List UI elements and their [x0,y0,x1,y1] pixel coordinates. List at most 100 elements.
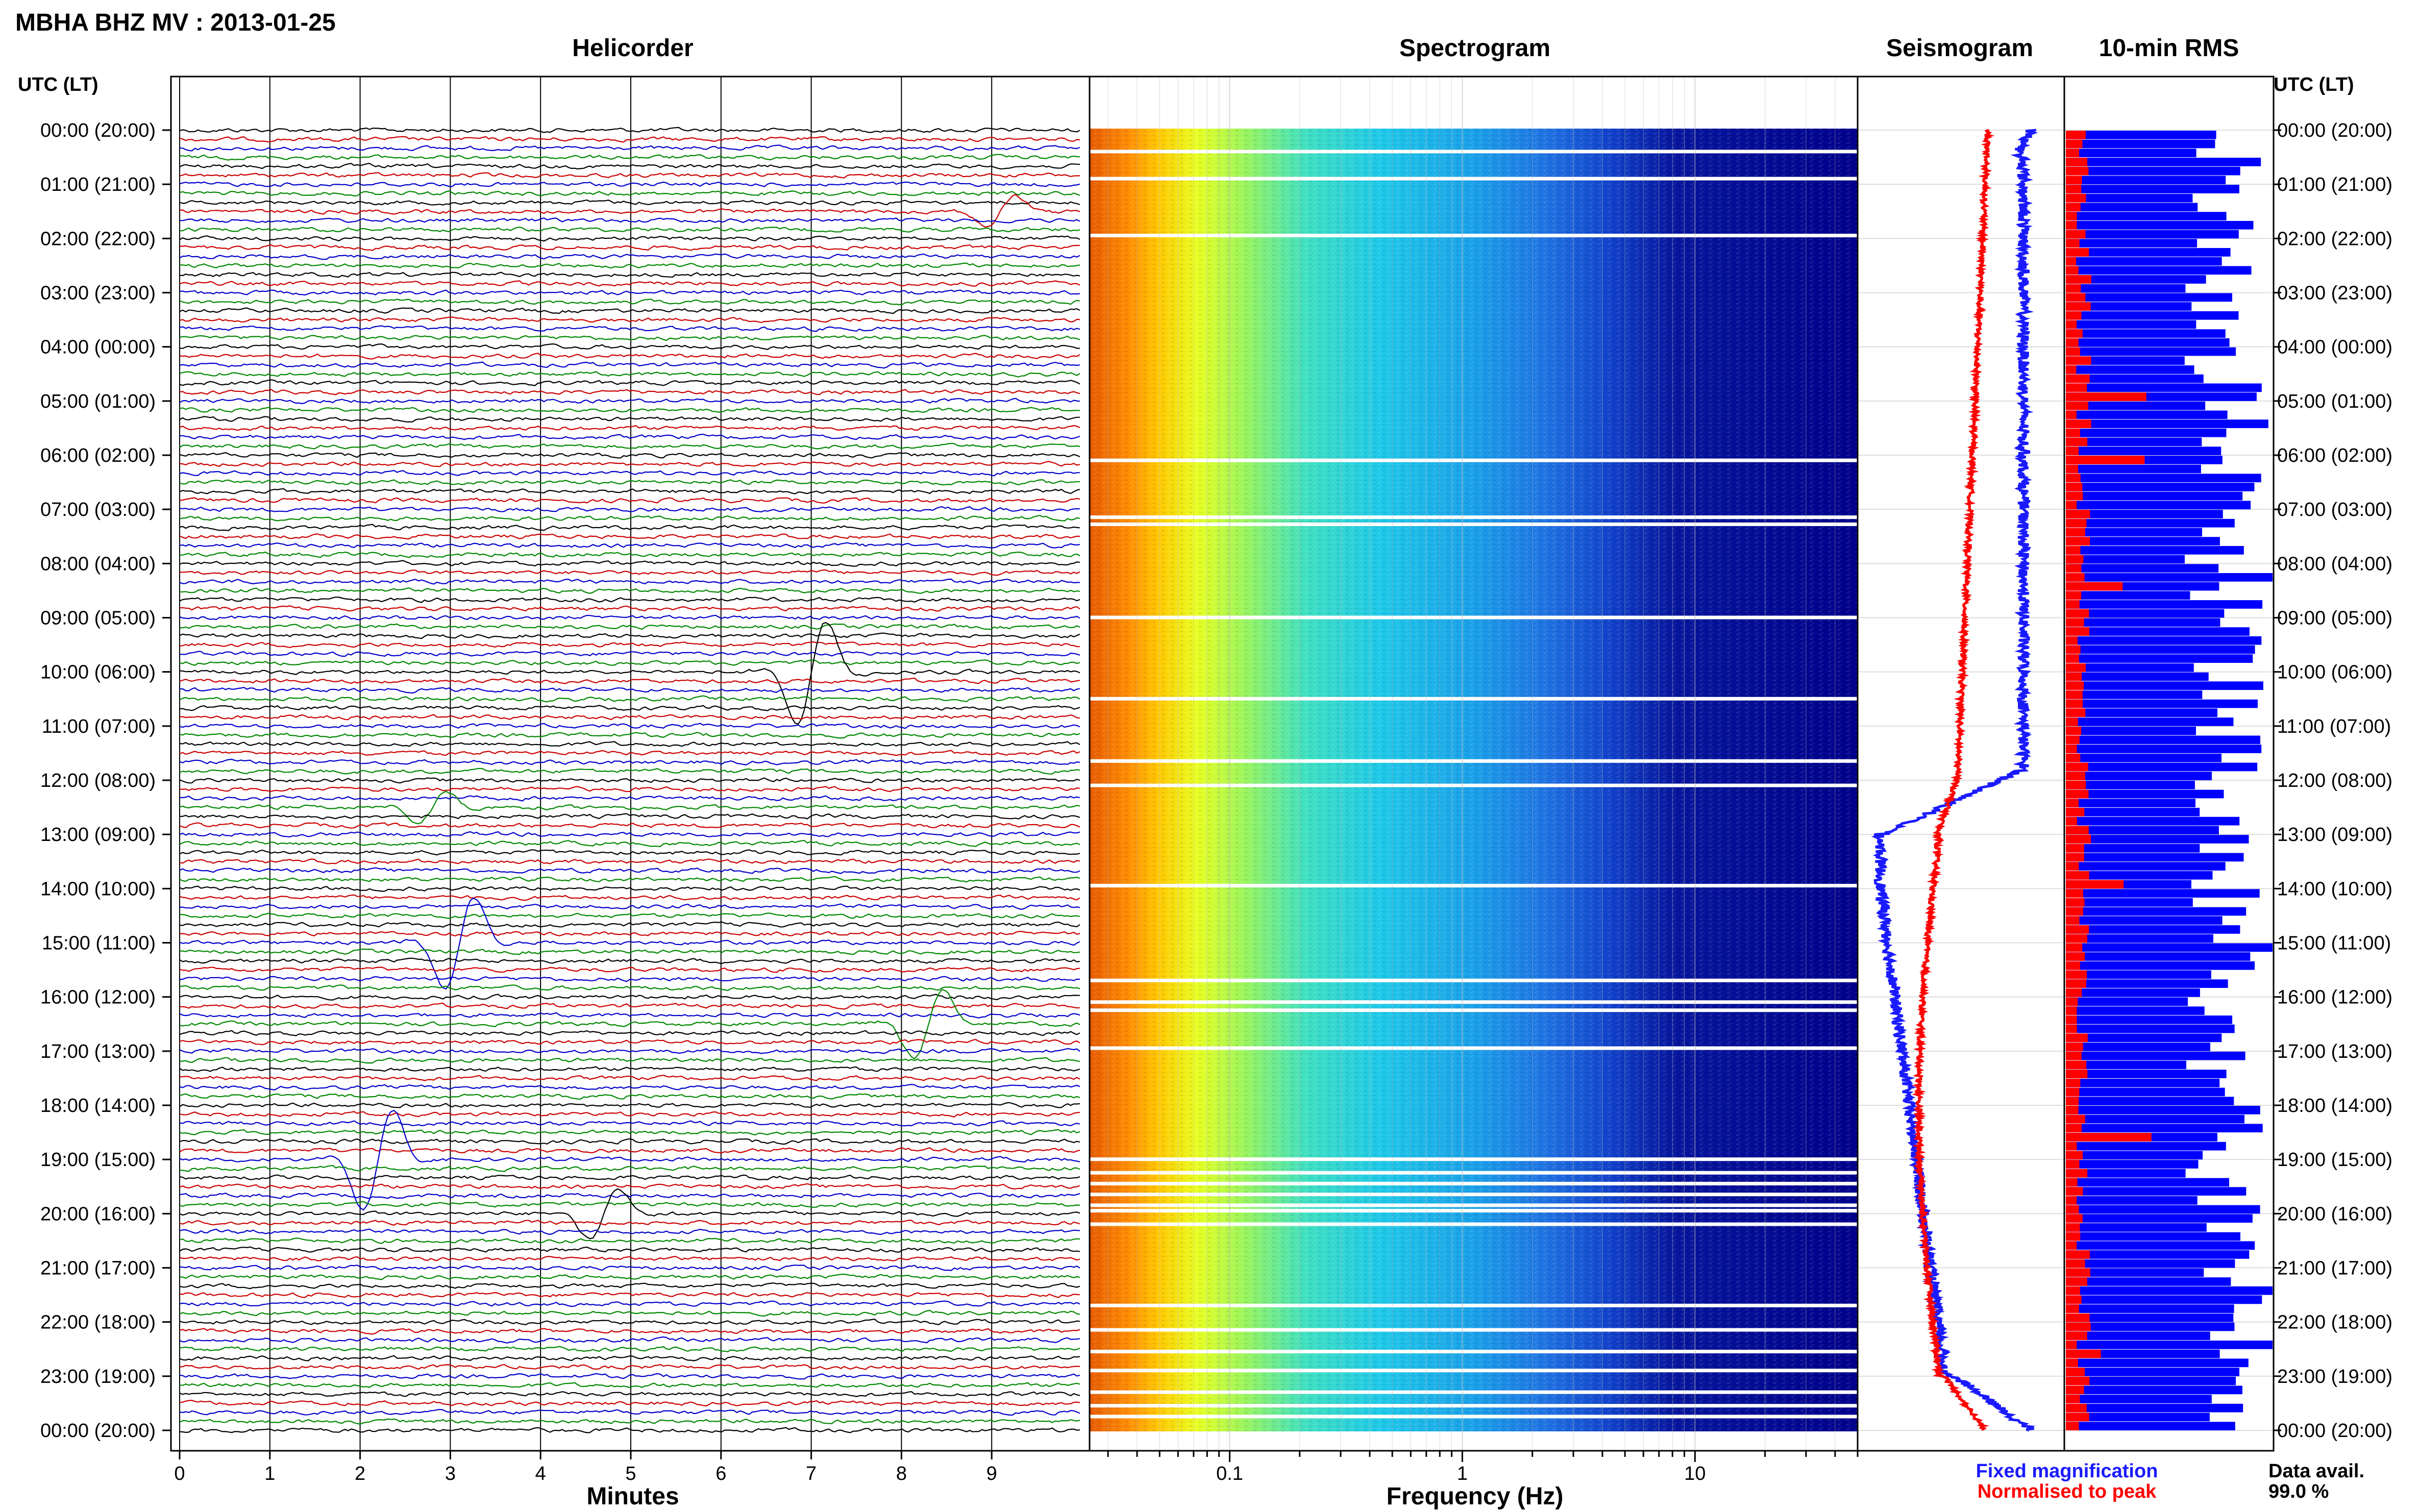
rms-bar-fixed [2066,816,2240,826]
helicorder-trace [179,1164,1080,1172]
spectrogram-gap [1090,1303,1858,1307]
time-tick-label: 22:00 (18:00) [2277,1312,2392,1333]
rms-bar-fixed [2066,193,2193,203]
rms-bar-fixed [2066,356,2185,365]
helicorder-trace [179,1282,1080,1290]
rms-bar-fixed [2066,1412,2210,1422]
minutes-tick-label: 9 [986,1463,997,1484]
time-tick-label: 21:00 (17:00) [2277,1258,2392,1279]
helicorder-trace [179,876,1080,883]
rms-bar-normalised [2066,708,2086,717]
rms-bar-fixed [2066,997,2188,1006]
data-avail-label: Data avail. [2268,1460,2364,1482]
rms-bar-normalised [2066,148,2080,158]
rms-bar-fixed [2066,220,2254,230]
helicorder-trace [179,136,1080,143]
rms-bar-normalised [2066,284,2081,293]
spectrogram-gap [1090,1008,1858,1012]
helicorder-trace [179,325,1080,332]
helicorder-trace [179,469,1080,477]
helicorder-trace [179,831,1080,838]
rms-bar-normalised [2066,1043,2083,1051]
rms-bar-normalised [2066,338,2079,347]
rms-bar-fixed [2066,284,2186,293]
rms-bar-normalised [2066,816,2077,826]
rms-bar-fixed [2066,1196,2198,1205]
rms-bar-fixed [2066,176,2226,185]
spectrogram-gap [1090,1193,1858,1197]
helicorder-trace [179,163,1080,170]
spectrogram-gap [1090,1369,1858,1373]
helicorder-trace [179,1057,1080,1064]
rms-bar-fixed [2066,1322,2235,1331]
rms-normalised-bars [2066,131,2152,1431]
rms-bar-normalised [2066,573,2085,582]
time-tick-label: 17:00 (13:00) [40,1041,156,1062]
rms-panel [2063,76,2275,1452]
helicorder-trace [179,289,1080,296]
rms-bar-normalised [2066,203,2081,212]
helicorder-trace [179,623,1080,630]
helicorder-trace [179,461,1080,467]
minutes-tick-label: 6 [715,1463,726,1484]
spectrogram-gap [1090,177,1858,181]
rms-bar-normalised [2066,365,2077,374]
time-tick-label: 14:00 (10:00) [2277,878,2392,900]
rms-bar-normalised [2066,437,2088,447]
rms-bar-fixed [2066,546,2244,555]
helicorder-trace [179,479,1080,486]
minutes-tick-label: 2 [355,1463,365,1484]
rms-bar-fixed [2066,618,2220,627]
rms-bar-normalised [2066,609,2089,618]
helicorder-title: Helicorder [572,35,693,62]
time-tick-label: 10:00 (06:00) [40,662,156,683]
rms-bar-fixed [2066,799,2195,808]
rms-bar-normalised [2066,1051,2082,1060]
helicorder-trace [179,194,1080,228]
helicorder-trace [179,299,1080,306]
rms-bar-fixed [2066,1268,2204,1277]
helicorder-trace [179,587,1080,594]
rms-bar-normalised [2066,663,2086,672]
rms-bar-normalised [2066,952,2085,961]
rms-bar-fixed [2066,988,2200,997]
rms-bar-fixed [2066,1142,2226,1151]
helicorder-trace [179,217,1080,224]
helicorder-trace [179,1102,1080,1108]
rms-bar-normalised [2066,410,2077,419]
time-tick-label: 21:00 (17:00) [40,1258,156,1279]
rms-bar-normalised [2066,979,2086,988]
helicorder-trace [179,560,1080,567]
rms-bar-normalised [2066,1187,2083,1196]
spectrogram-gap [1090,1181,1858,1185]
rms-bar-fixed [2066,1205,2260,1214]
rms-bar-normalised [2066,302,2091,311]
spectrogram-gap [1090,234,1858,238]
helicorder-trace [179,1427,1080,1433]
helicorder-trace [179,488,1080,494]
helicorder-trace [179,750,1080,756]
rms-bar-fixed [2066,139,2215,148]
time-tick-label: 02:00 (22:00) [2277,228,2392,250]
rms-bar-fixed [2066,862,2226,871]
rms-bar-fixed [2066,302,2192,311]
rms-bar-normalised [2066,193,2086,203]
helicorder-trace [179,758,1080,765]
time-axis-label-left: UTC (LT) [18,74,98,95]
helicorder-trace [179,1075,1080,1081]
rms-bar-normalised [2066,447,2079,456]
spectrogram-gap [1090,759,1858,763]
rms-bar-normalised [2066,1286,2080,1295]
rms-bar-normalised [2066,1223,2080,1232]
rms-bar-normalised [2066,1142,2077,1151]
helicorder-trace [179,695,1080,703]
time-tick-label: 07:00 (03:00) [40,499,156,520]
rms-bar-normalised [2066,1331,2087,1341]
rms-bar-normalised [2066,510,2090,518]
rms-bar-normalised [2066,618,2084,627]
rms-bar-normalised [2066,474,2081,483]
rms-bar-normalised [2066,853,2084,862]
helicorder-trace [179,433,1080,440]
rms-bar-fixed [2066,979,2228,988]
helicorder-trace [179,1418,1080,1425]
